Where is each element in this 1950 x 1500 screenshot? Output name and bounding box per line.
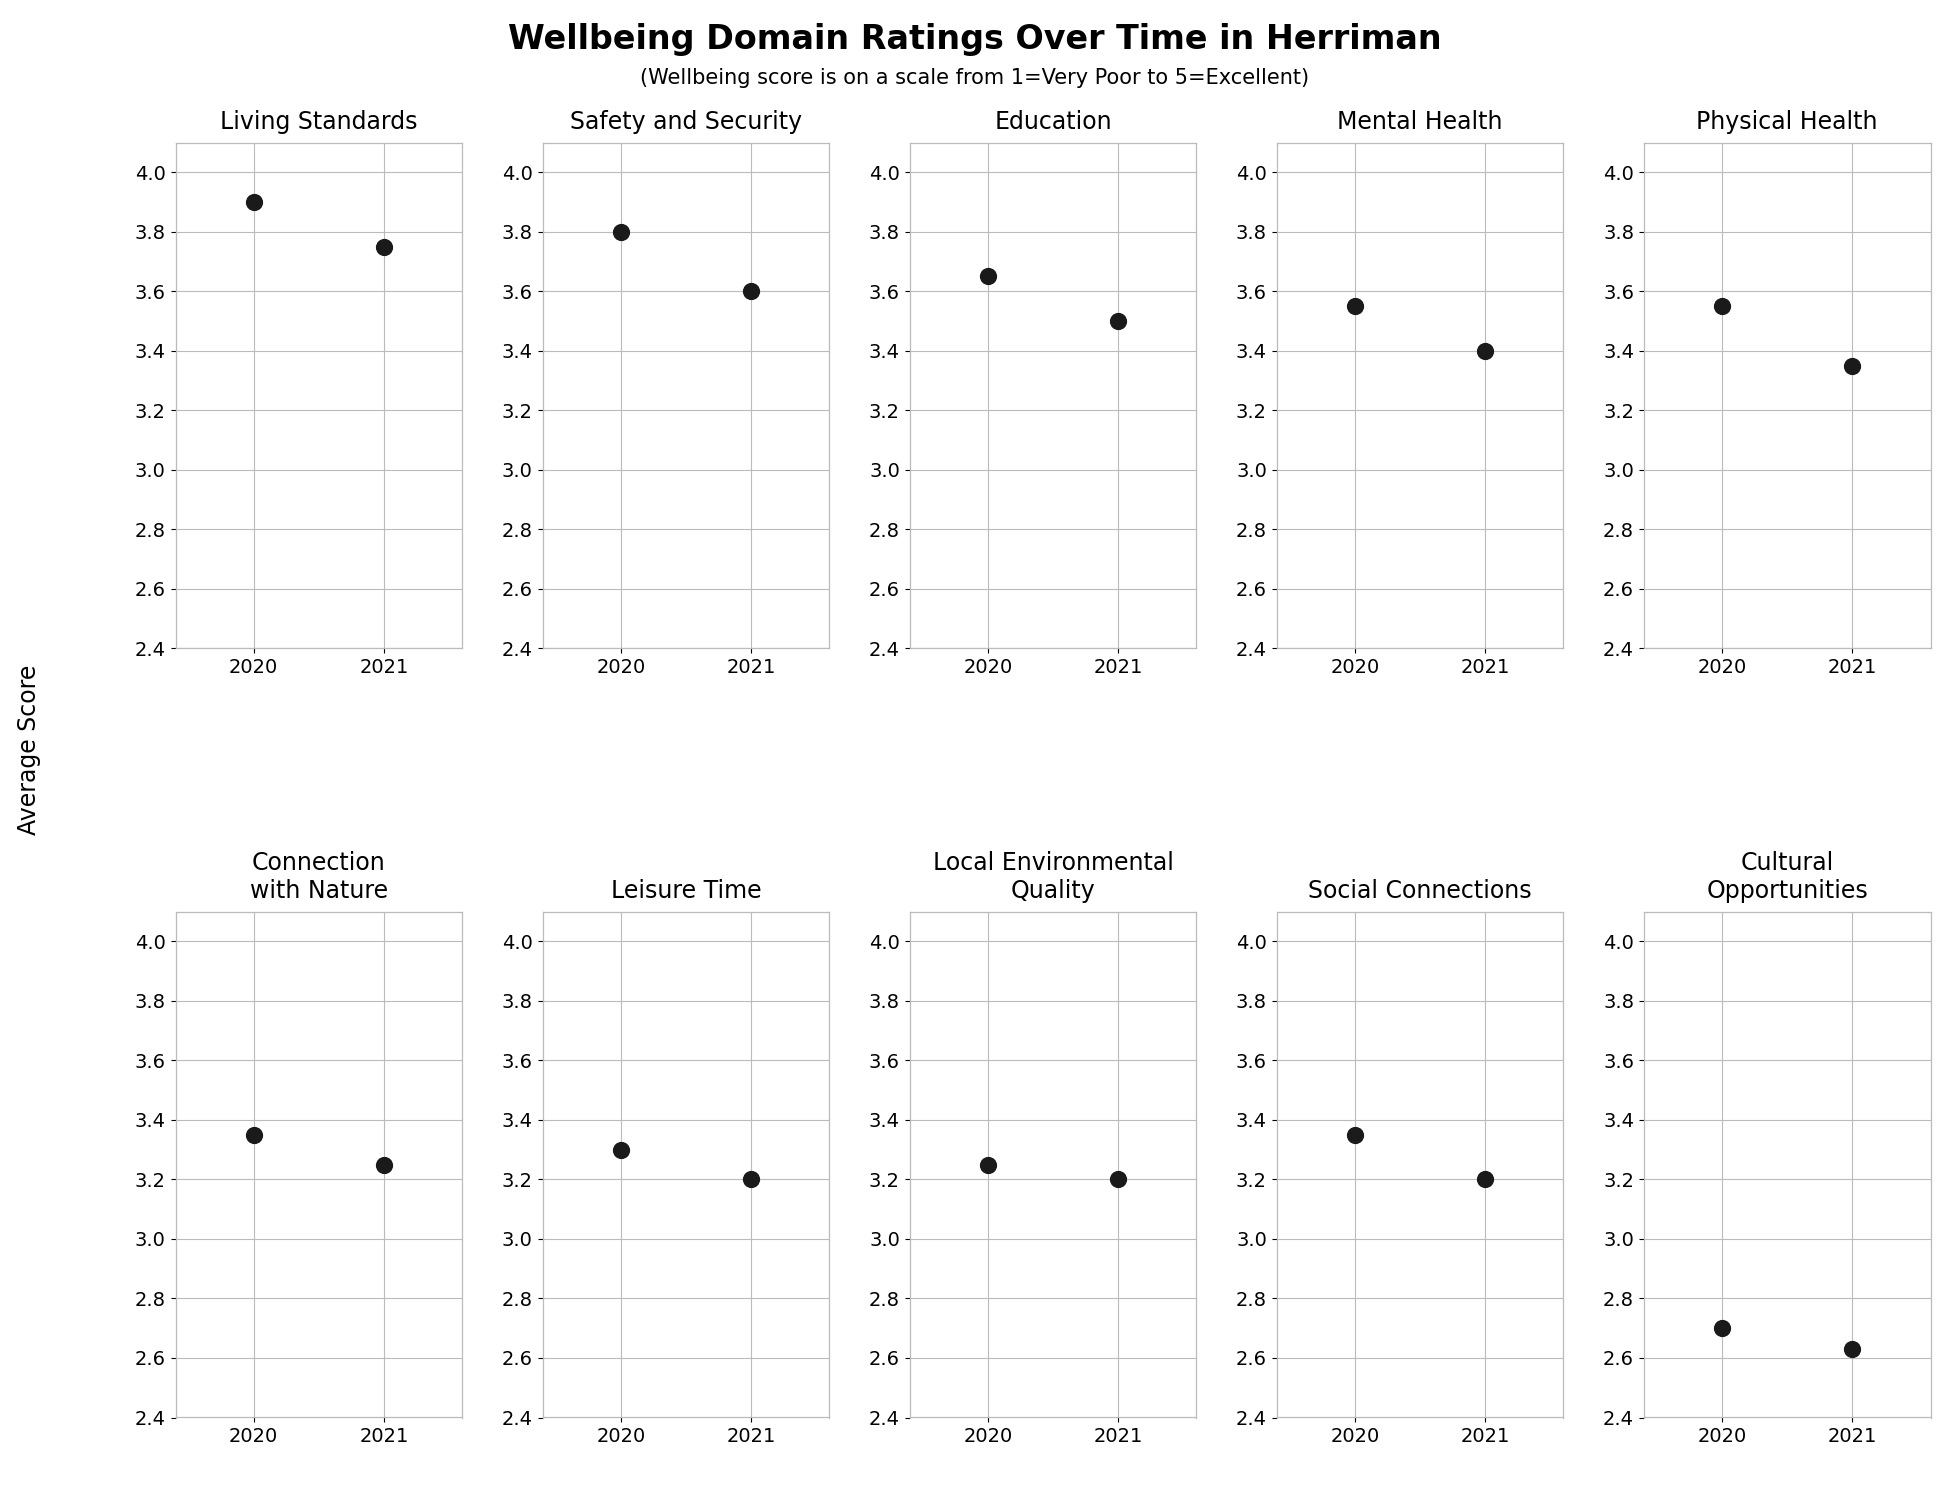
Title: Leisure Time: Leisure Time [610,879,760,903]
Title: Connection
with Nature: Connection with Nature [250,850,388,903]
Point [735,279,766,303]
Point [1340,294,1371,318]
Point [1470,1167,1502,1191]
Point [238,1124,269,1148]
Point [369,234,400,258]
Text: (Wellbeing score is on a scale from 1=Very Poor to 5=Excellent): (Wellbeing score is on a scale from 1=Ve… [640,68,1310,87]
Title: Physical Health: Physical Health [1696,110,1878,134]
Title: Local Environmental
Quality: Local Environmental Quality [932,850,1174,903]
Point [1102,309,1133,333]
Point [238,190,269,214]
Title: Social Connections: Social Connections [1308,879,1533,903]
Title: Safety and Security: Safety and Security [569,110,801,134]
Point [1470,339,1502,363]
Point [973,264,1004,288]
Point [604,220,636,245]
Title: Mental Health: Mental Health [1338,110,1503,134]
Point [1102,1167,1133,1191]
Point [1837,354,1868,378]
Point [1706,1316,1737,1340]
Point [369,1152,400,1176]
Title: Cultural
Opportunities: Cultural Opportunities [1706,850,1868,903]
Text: Wellbeing Domain Ratings Over Time in Herriman: Wellbeing Domain Ratings Over Time in He… [509,22,1441,56]
Point [1837,1336,1868,1360]
Title: Education: Education [994,110,1112,134]
Point [1706,294,1737,318]
Point [735,1167,766,1191]
Text: Average Score: Average Score [18,664,41,836]
Point [1340,1124,1371,1148]
Title: Living Standards: Living Standards [220,110,417,134]
Point [604,1137,636,1161]
Point [973,1152,1004,1176]
